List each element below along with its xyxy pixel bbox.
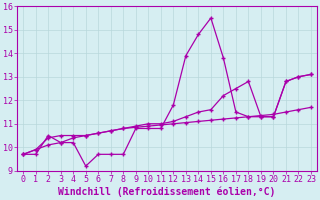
X-axis label: Windchill (Refroidissement éolien,°C): Windchill (Refroidissement éolien,°C) <box>58 187 276 197</box>
